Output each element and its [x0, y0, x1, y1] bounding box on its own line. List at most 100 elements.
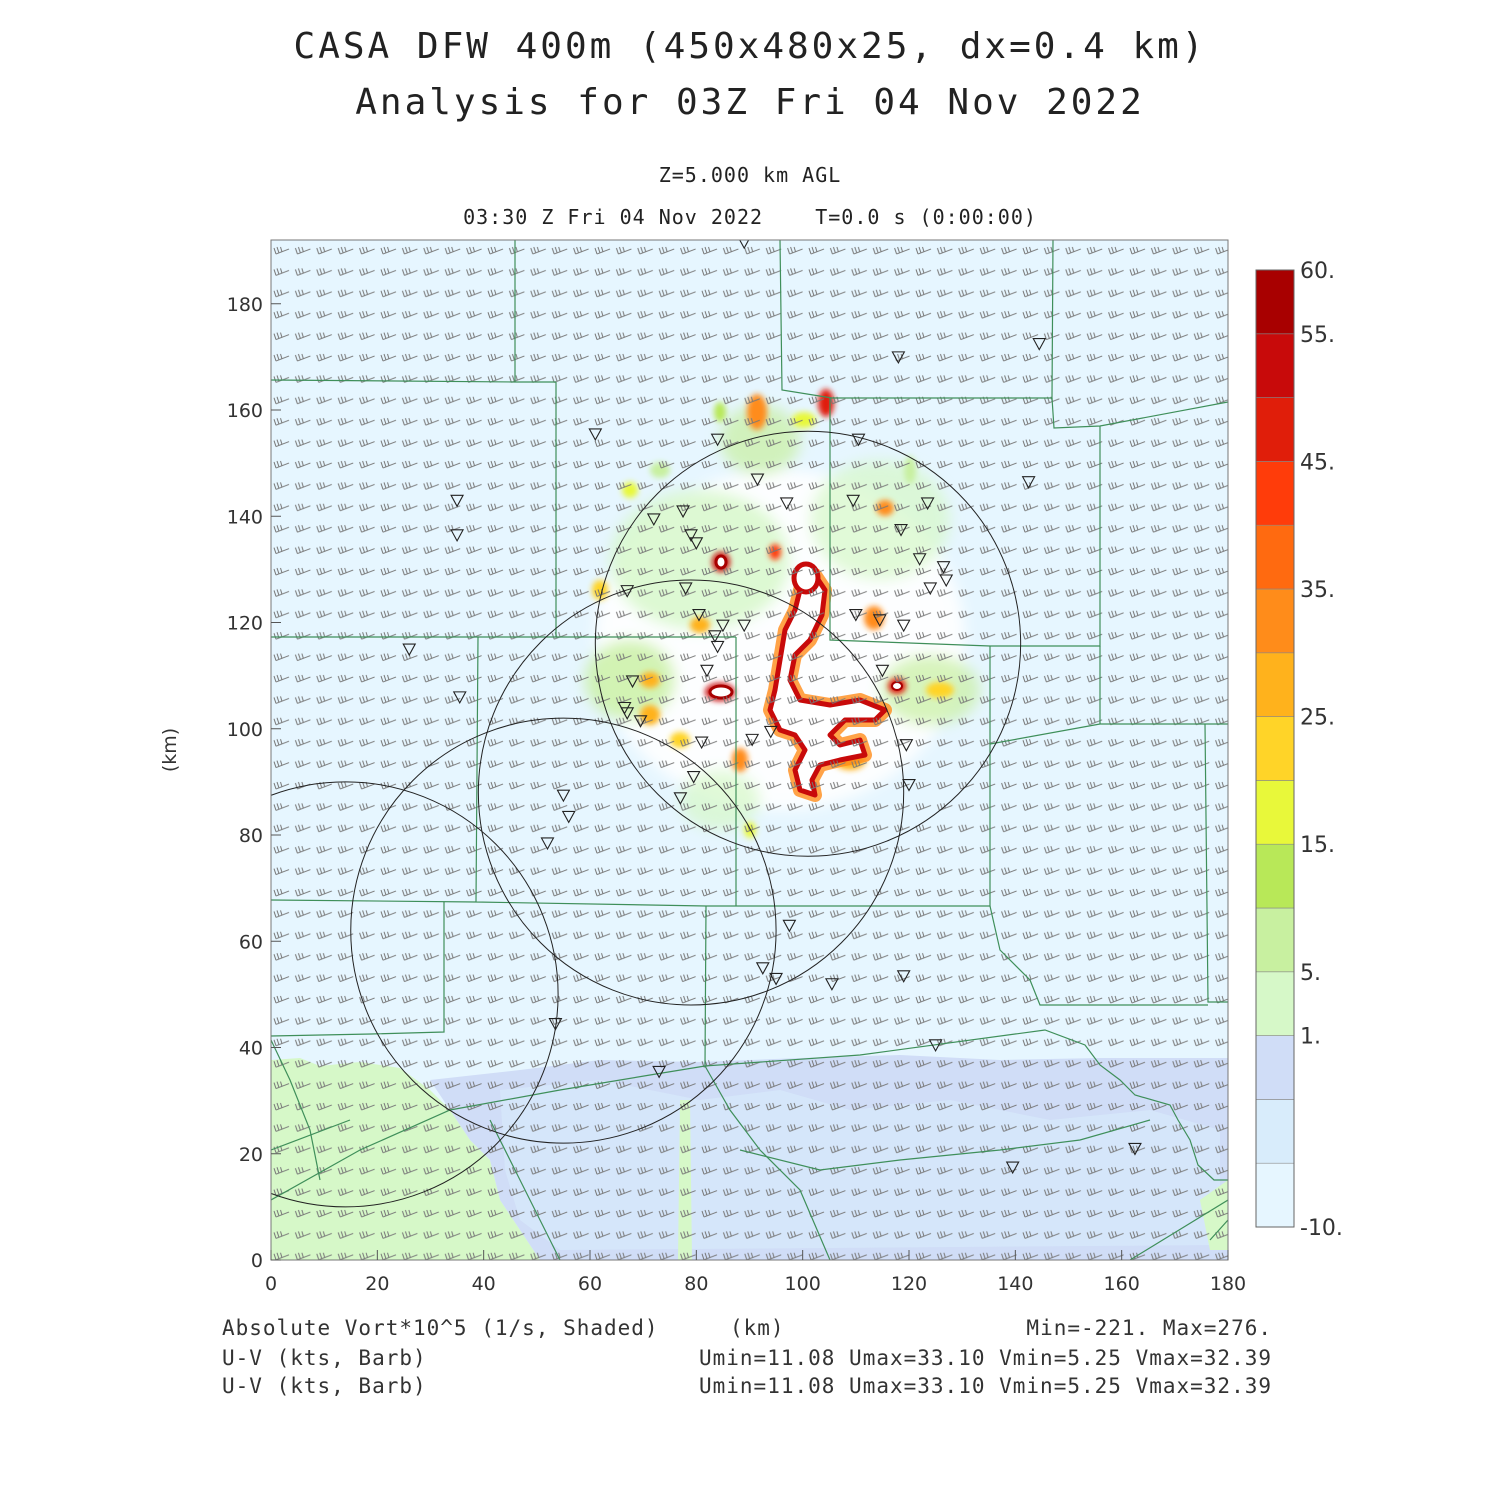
- station-marker: [939, 574, 954, 588]
- x-tick-label: 100: [785, 1273, 821, 1295]
- station-marker: [715, 619, 730, 633]
- colorbar-frame: [1255, 269, 1295, 1228]
- colorbar-bin: [1255, 333, 1295, 398]
- station-marker: [875, 664, 890, 678]
- barb-stats-1: Umin=11.08 Umax=33.10 Vmin=5.25 Vmax=32.…: [698, 1346, 1272, 1370]
- station-marker: [678, 582, 693, 596]
- colorbar-bin: [1255, 397, 1295, 462]
- station-marker: [779, 497, 794, 511]
- station-marker: [694, 736, 709, 750]
- station-marker: [896, 970, 911, 983]
- colorbar-bin: [1255, 524, 1295, 590]
- colorbar-label: 5.: [1300, 961, 1321, 986]
- station-marker: [928, 1039, 943, 1052]
- station-marker: [851, 433, 866, 447]
- station-marker: [620, 585, 635, 598]
- x-tick-label: 40: [472, 1273, 496, 1295]
- station-marker: [556, 789, 571, 803]
- y-tick-label: 80: [239, 825, 263, 847]
- station-marker: [846, 494, 861, 508]
- range-ring: [477, 579, 905, 1006]
- radar-station-markers: [402, 240, 1142, 1175]
- station-marker: [745, 733, 760, 747]
- y-axis-label: (km): [159, 728, 181, 772]
- station-marker: [450, 494, 465, 508]
- station-marker: [561, 810, 576, 824]
- county-boundaries: [271, 240, 1228, 1260]
- station-marker: [692, 608, 706, 622]
- station-marker: [689, 537, 704, 550]
- colorbar-label: 45.: [1300, 450, 1335, 475]
- station-marker: [891, 351, 906, 365]
- y-tick-label: 100: [227, 719, 263, 741]
- station-marker: [548, 1018, 563, 1031]
- colorbar-bin: [1255, 1035, 1295, 1100]
- y-tick-label: 120: [227, 613, 263, 635]
- station-marker: [633, 715, 648, 728]
- minmax-label: Min=-221. Max=276.: [1026, 1316, 1272, 1340]
- station-marker: [625, 675, 640, 689]
- x-tick-label: 80: [684, 1273, 708, 1295]
- colorbar-bin: [1255, 588, 1295, 654]
- y-tick-label: 20: [239, 1144, 263, 1166]
- station-marker: [708, 630, 722, 643]
- field-label: Absolute Vort*10^5 (1/s, Shaded): [222, 1316, 659, 1340]
- colorbar-bin: [1255, 971, 1295, 1036]
- station-marker: [912, 553, 927, 566]
- colorbar-bin: [1255, 652, 1295, 717]
- range-ring: [271, 781, 559, 1208]
- chart-title: CASA DFW 400m (450x480x25, dx=0.4 km): [293, 26, 1207, 67]
- colorbar-label: 60.: [1300, 259, 1335, 284]
- plot-frame: [270, 239, 1229, 1261]
- valid-time-label: 03:30 Z Fri 04 Nov 2022 T=0.0 s (0:00:00…: [463, 205, 1037, 229]
- station-marker: [540, 837, 555, 851]
- range-ring: [350, 717, 777, 1144]
- station-marker: [1128, 1142, 1142, 1156]
- station-marker: [920, 497, 935, 511]
- x-axis: 0 20 40 60 80 100 120 140 160 180: [265, 1250, 1246, 1295]
- station-marker: [848, 608, 863, 622]
- station-marker: [936, 561, 951, 574]
- x-tick-label: 60: [578, 1273, 602, 1295]
- station-marker: [402, 643, 417, 657]
- station-marker: [1005, 1161, 1020, 1175]
- y-tick-label: 40: [239, 1038, 263, 1060]
- colorbar-bin: [1255, 907, 1295, 973]
- colorbar-label: 25.: [1300, 706, 1335, 731]
- station-marker: [700, 664, 714, 678]
- station-marker: [620, 707, 635, 720]
- colorbar-bin: [1255, 1099, 1295, 1164]
- y-axis: 0 20 40 60 80 100 120 140 160 180: [227, 294, 281, 1272]
- station-marker: [750, 473, 765, 487]
- colorbar-bin: [1255, 269, 1295, 335]
- x-tick-label: 120: [891, 1273, 927, 1295]
- station-marker: [646, 513, 661, 527]
- station-marker: [824, 978, 839, 991]
- x-tick-label: 0: [265, 1273, 277, 1295]
- colorbar-label: 15.: [1300, 833, 1335, 858]
- colorbar-bin: [1255, 461, 1295, 526]
- y-tick-label: 160: [227, 400, 263, 422]
- level-label: Z=5.000 km AGL: [658, 163, 842, 187]
- barb-stats-2: Umin=11.08 Umax=33.10 Vmin=5.25 Vmax=32.…: [698, 1374, 1272, 1398]
- colorbar-label: 55.: [1300, 323, 1335, 348]
- station-marker: [588, 428, 603, 442]
- station-marker: [782, 919, 797, 933]
- station-marker: [894, 523, 908, 537]
- station-marker: [872, 614, 887, 627]
- colorbar-label: -10.: [1300, 1216, 1343, 1241]
- wind-barbs: [271, 240, 1228, 1260]
- x-tick-label: 180: [1210, 1273, 1246, 1295]
- station-marker: [899, 739, 914, 752]
- station-marker: [710, 433, 725, 447]
- x-tick-label: 20: [365, 1273, 389, 1295]
- colorbar-label: 35.: [1300, 578, 1335, 603]
- colorbar-label: 1.: [1300, 1025, 1321, 1050]
- chart-subtitle: Analysis for 03Z Fri 04 Nov 2022: [355, 82, 1145, 123]
- colorbar-bin: [1255, 1162, 1295, 1228]
- y-tick-label: 60: [239, 931, 263, 953]
- radar-range-rings: [271, 430, 1022, 1208]
- x-tick-label: 160: [1104, 1273, 1140, 1295]
- station-marker: [769, 972, 784, 986]
